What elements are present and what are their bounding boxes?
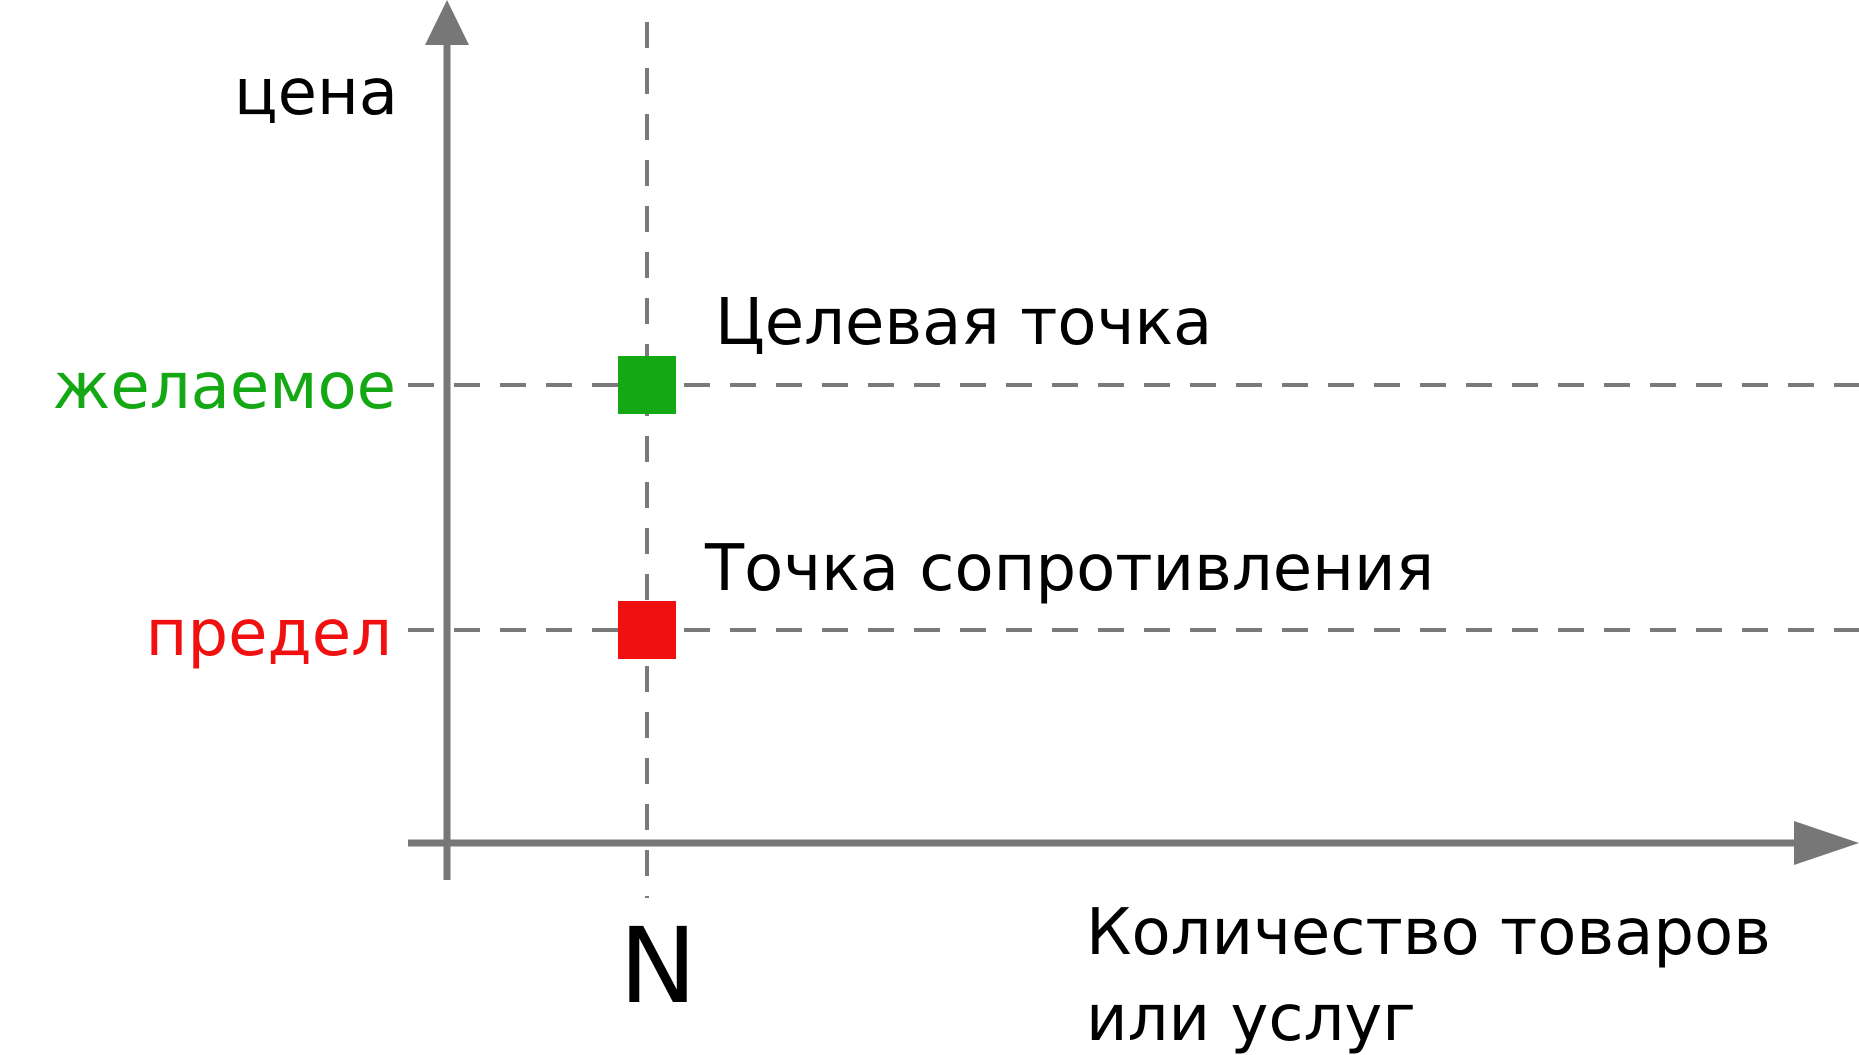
- resistance-point-label: Точка сопротивления: [704, 532, 1434, 606]
- target-point-marker: [618, 356, 676, 414]
- x-tick-n: N: [619, 905, 697, 1027]
- desired-level-label: желаемое: [53, 350, 396, 424]
- limit-level-label: предел: [146, 597, 392, 671]
- resistance-point-marker: [618, 601, 676, 659]
- x-axis-label-line1: Количество товаров: [1086, 896, 1771, 970]
- x-axis-label-line2: или услуг: [1086, 982, 1416, 1055]
- target-point-label: Целевая точка: [715, 286, 1212, 360]
- x-axis-arrowhead: [1794, 821, 1859, 865]
- y-axis-label: цена: [234, 56, 398, 130]
- y-axis-arrowhead: [425, 0, 469, 45]
